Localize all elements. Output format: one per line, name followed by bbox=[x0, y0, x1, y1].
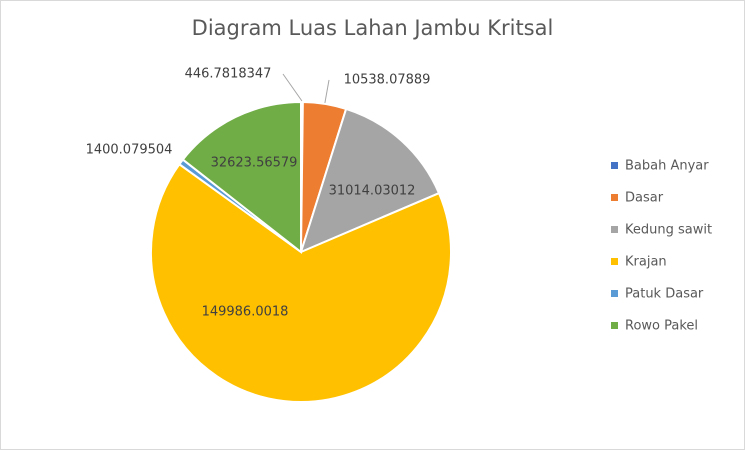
data-label-krajan: 149986.0018 bbox=[202, 305, 289, 320]
legend-label-babah-anyar: Babah Anyar bbox=[625, 159, 709, 174]
data-label-rowo-pakel: 32623.56579 bbox=[211, 156, 298, 171]
pie-slice-krajan bbox=[150, 162, 452, 403]
pie-slices bbox=[150, 100, 452, 403]
legend: Babah Anyar Dasar Kedung sawit Krajan Patuk … bbox=[611, 159, 712, 334]
data-label-babah-anyar: 446.7818347 bbox=[185, 67, 272, 82]
pie-slice-kedung-sawit bbox=[299, 107, 441, 254]
leader-line-dasar bbox=[324, 79, 330, 103]
pie-slice-rowo-pakel bbox=[181, 100, 302, 255]
data-label-patuk-dasar: 1400.079504 bbox=[86, 143, 173, 158]
legend-swatch-rowo-pakel bbox=[611, 322, 618, 329]
legend-swatch-babah-anyar bbox=[611, 162, 618, 169]
legend-swatch-dasar bbox=[611, 194, 618, 201]
legend-label-dasar: Dasar bbox=[625, 191, 664, 206]
legend-label-kedung-sawit: Kedung sawit bbox=[625, 223, 712, 238]
legend-swatch-kedung-sawit bbox=[611, 226, 618, 233]
chart-title: Diagram Luas Lahan Jambu Kritsal bbox=[191, 16, 554, 40]
legend-label-patuk-dasar: Patuk Dasar bbox=[625, 287, 704, 302]
leader-line-babah-anyar bbox=[282, 73, 303, 102]
leader-lines bbox=[282, 73, 330, 103]
legend-label-krajan: Krajan bbox=[625, 255, 667, 270]
data-label-kedung-sawit: 31014.03012 bbox=[329, 184, 416, 199]
data-labels: 446.7818347 10538.07889 31014.03012 149986.… bbox=[86, 67, 431, 320]
data-label-dasar: 10538.07889 bbox=[344, 73, 431, 88]
legend-swatch-patuk-dasar bbox=[611, 290, 618, 297]
legend-label-rowo-pakel: Rowo Pakel bbox=[625, 319, 698, 334]
legend-swatch-krajan bbox=[611, 258, 618, 265]
